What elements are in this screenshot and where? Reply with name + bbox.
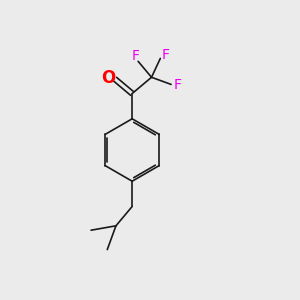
Text: O: O xyxy=(101,69,116,87)
Text: F: F xyxy=(174,78,182,92)
Text: F: F xyxy=(132,49,140,63)
Text: F: F xyxy=(162,48,170,62)
